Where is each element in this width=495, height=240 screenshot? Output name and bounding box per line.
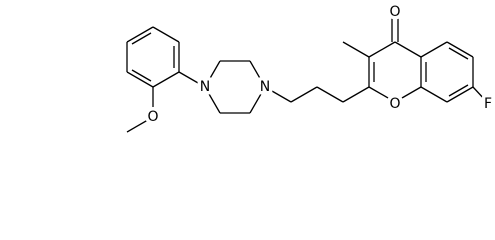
atom-label: N (200, 79, 210, 95)
page: {"atoms": [{"label": "O"}, {"label": "F"… (126, 1, 495, 133)
structure-diagram: O F O N N O (126, 1, 495, 133)
atom-label: N (260, 79, 270, 95)
bonds (126, 14, 487, 133)
atom-label: O (389, 96, 400, 112)
atom-label: O (389, 4, 400, 20)
atom-labels: O F O N N O (144, 1, 495, 129)
atom-label: O (147, 109, 158, 125)
atom-label: F (484, 96, 492, 112)
